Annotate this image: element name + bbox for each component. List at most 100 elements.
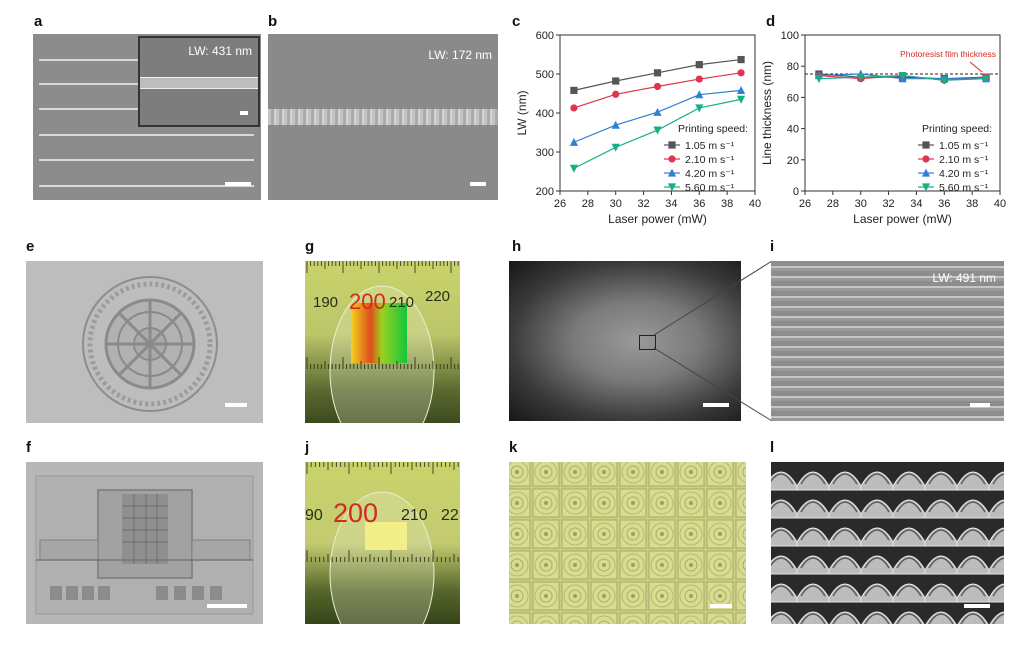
legend: Printing speed:	[922, 123, 992, 135]
panel-a-sem-image: LW: 431 nm	[33, 34, 261, 200]
ruler-number-190: 190	[313, 294, 338, 311]
y-tick-label: 400	[536, 108, 554, 120]
microlens-shading	[832, 557, 858, 569]
microlens-grid	[509, 462, 746, 624]
x-tick-label: 32	[882, 198, 894, 210]
legend-marker	[668, 155, 676, 163]
microlens-shading	[928, 529, 954, 541]
reference-arrow	[969, 61, 983, 73]
microlens	[797, 611, 829, 624]
microlens-shading	[960, 613, 986, 624]
microlens-shading	[800, 501, 826, 513]
microlens-shading	[832, 585, 858, 597]
microlens	[532, 612, 560, 624]
microlens	[561, 462, 589, 487]
microlens-shading	[864, 585, 890, 597]
microlens	[509, 612, 531, 624]
y-axis-label: LW (nm)	[515, 90, 529, 135]
panel-label-g: g	[305, 238, 315, 255]
scale-bar	[703, 403, 729, 407]
microlens-shading	[928, 585, 954, 597]
series-4	[814, 71, 991, 85]
microlens	[988, 527, 1004, 547]
microlens	[771, 611, 797, 624]
microlens	[532, 581, 560, 611]
x-tick-label: 30	[855, 198, 867, 210]
microlens	[532, 519, 560, 549]
series-2	[570, 69, 745, 112]
y-tick-label: 80	[787, 61, 799, 73]
microlens	[677, 519, 705, 549]
legend-title: Printing speed:	[678, 123, 748, 135]
legend-marker	[921, 183, 931, 192]
microlens	[677, 581, 705, 611]
lw-annotation: LW: 172 nm	[428, 48, 492, 62]
microlens-shading	[928, 557, 954, 569]
microlens-shading	[992, 529, 1004, 541]
inset-lw-annotation: LW: 431 nm	[188, 44, 252, 58]
microlens-shading	[771, 585, 794, 597]
microlens-shading	[864, 473, 890, 485]
legend-label: 4.20 m s⁻¹	[685, 168, 735, 180]
microlens-shading	[800, 585, 826, 597]
data-point	[653, 69, 662, 77]
x-tick-label: 38	[721, 198, 733, 210]
ruler-number-210: 210	[389, 294, 414, 311]
microlens-shading	[896, 585, 922, 597]
emblem-pattern	[82, 276, 218, 412]
microlens	[735, 550, 746, 580]
ruler-number-200: 200	[333, 498, 378, 528]
x-tick-label: 36	[938, 198, 950, 210]
building-pattern	[35, 475, 254, 615]
x-tick-label: 28	[827, 198, 839, 210]
microlens	[735, 462, 746, 487]
data-point	[940, 76, 949, 85]
legend-label: 5.60 m s⁻¹	[939, 182, 989, 194]
x-tick-label: 26	[799, 198, 811, 210]
microlens	[509, 462, 531, 487]
legend-label: 1.05 m s⁻¹	[939, 140, 989, 152]
data-point	[611, 120, 620, 129]
microlens	[532, 488, 560, 518]
microlens	[619, 550, 647, 580]
microlens	[532, 550, 560, 580]
y-tick-label: 40	[787, 124, 799, 136]
panel-label-d: d	[766, 13, 776, 30]
y-tick-label: 100	[781, 30, 799, 42]
microlens-shading	[864, 501, 890, 513]
microlens	[590, 581, 618, 611]
legend-label: 2.10 m s⁻¹	[939, 154, 989, 166]
y-tick-label: 20	[787, 155, 799, 167]
panel-label-i: i	[770, 238, 775, 255]
x-tick-label: 36	[693, 198, 705, 210]
microlens-shading	[864, 529, 890, 541]
panel-label-b: b	[268, 13, 278, 30]
microlens	[561, 519, 589, 549]
data-point	[653, 126, 662, 135]
chart-thickness-vs-laser-power: Printing speed: 26 28 30 32 34 36 38 40 0 20 40 60 8…	[760, 30, 1006, 226]
microlens-shading	[832, 473, 858, 485]
microlens	[509, 519, 531, 549]
plot-frame	[804, 34, 1001, 192]
panel-k-microlens-optical	[509, 462, 746, 624]
microlens	[735, 612, 746, 624]
scale-bar	[207, 604, 247, 608]
legend-marker	[921, 168, 931, 177]
scale-bar	[225, 182, 251, 186]
microlens	[829, 611, 861, 624]
panel-label-k: k	[509, 439, 518, 456]
printed-line	[39, 83, 139, 85]
scale-bar	[470, 182, 486, 186]
x-tick-label: 30	[610, 198, 622, 210]
microlens	[619, 519, 647, 549]
microlens	[648, 612, 676, 624]
inset-zoom: LW: 431 nm	[138, 36, 260, 127]
microlens	[861, 611, 893, 624]
legend-marker	[667, 168, 677, 177]
microlens-shading	[992, 613, 1004, 624]
x-tick-label: 26	[554, 198, 566, 210]
x-tick-label: 34	[910, 198, 922, 210]
microlens-shading	[771, 557, 794, 569]
data-point	[736, 85, 746, 94]
